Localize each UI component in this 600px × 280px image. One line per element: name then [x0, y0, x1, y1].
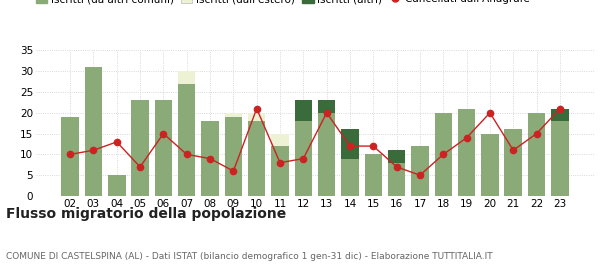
Bar	[318, 100, 335, 113]
Bar	[505, 129, 522, 196]
Bar	[318, 113, 335, 196]
Bar	[295, 100, 312, 121]
Bar	[224, 113, 242, 117]
Bar	[551, 121, 569, 196]
Bar	[341, 158, 359, 196]
Bar	[178, 84, 196, 196]
Bar	[271, 146, 289, 196]
Bar	[155, 100, 172, 196]
Bar	[295, 121, 312, 196]
Bar	[365, 154, 382, 196]
Bar	[434, 113, 452, 196]
Bar	[341, 129, 359, 158]
Text: COMUNE DI CASTELSPINA (AL) - Dati ISTAT (bilancio demografico 1 gen-31 dic) - El: COMUNE DI CASTELSPINA (AL) - Dati ISTAT …	[6, 252, 493, 261]
Legend: Iscritti (da altri comuni), Iscritti (dall'estero), Iscritti (altri), Cancellati: Iscritti (da altri comuni), Iscritti (da…	[35, 0, 530, 4]
Bar	[551, 109, 569, 121]
Bar	[458, 109, 475, 196]
Bar	[248, 121, 265, 196]
Bar	[61, 117, 79, 196]
Bar	[178, 71, 196, 84]
Bar	[224, 117, 242, 196]
Bar	[248, 113, 265, 121]
Bar	[528, 113, 545, 196]
Bar	[202, 121, 219, 196]
Bar	[388, 163, 406, 196]
Bar	[108, 175, 125, 196]
Text: Flusso migratorio della popolazione: Flusso migratorio della popolazione	[6, 207, 286, 221]
Bar	[411, 146, 428, 196]
Bar	[85, 67, 102, 196]
Bar	[131, 100, 149, 196]
Bar	[271, 134, 289, 146]
Bar	[481, 134, 499, 196]
Bar	[388, 150, 406, 163]
